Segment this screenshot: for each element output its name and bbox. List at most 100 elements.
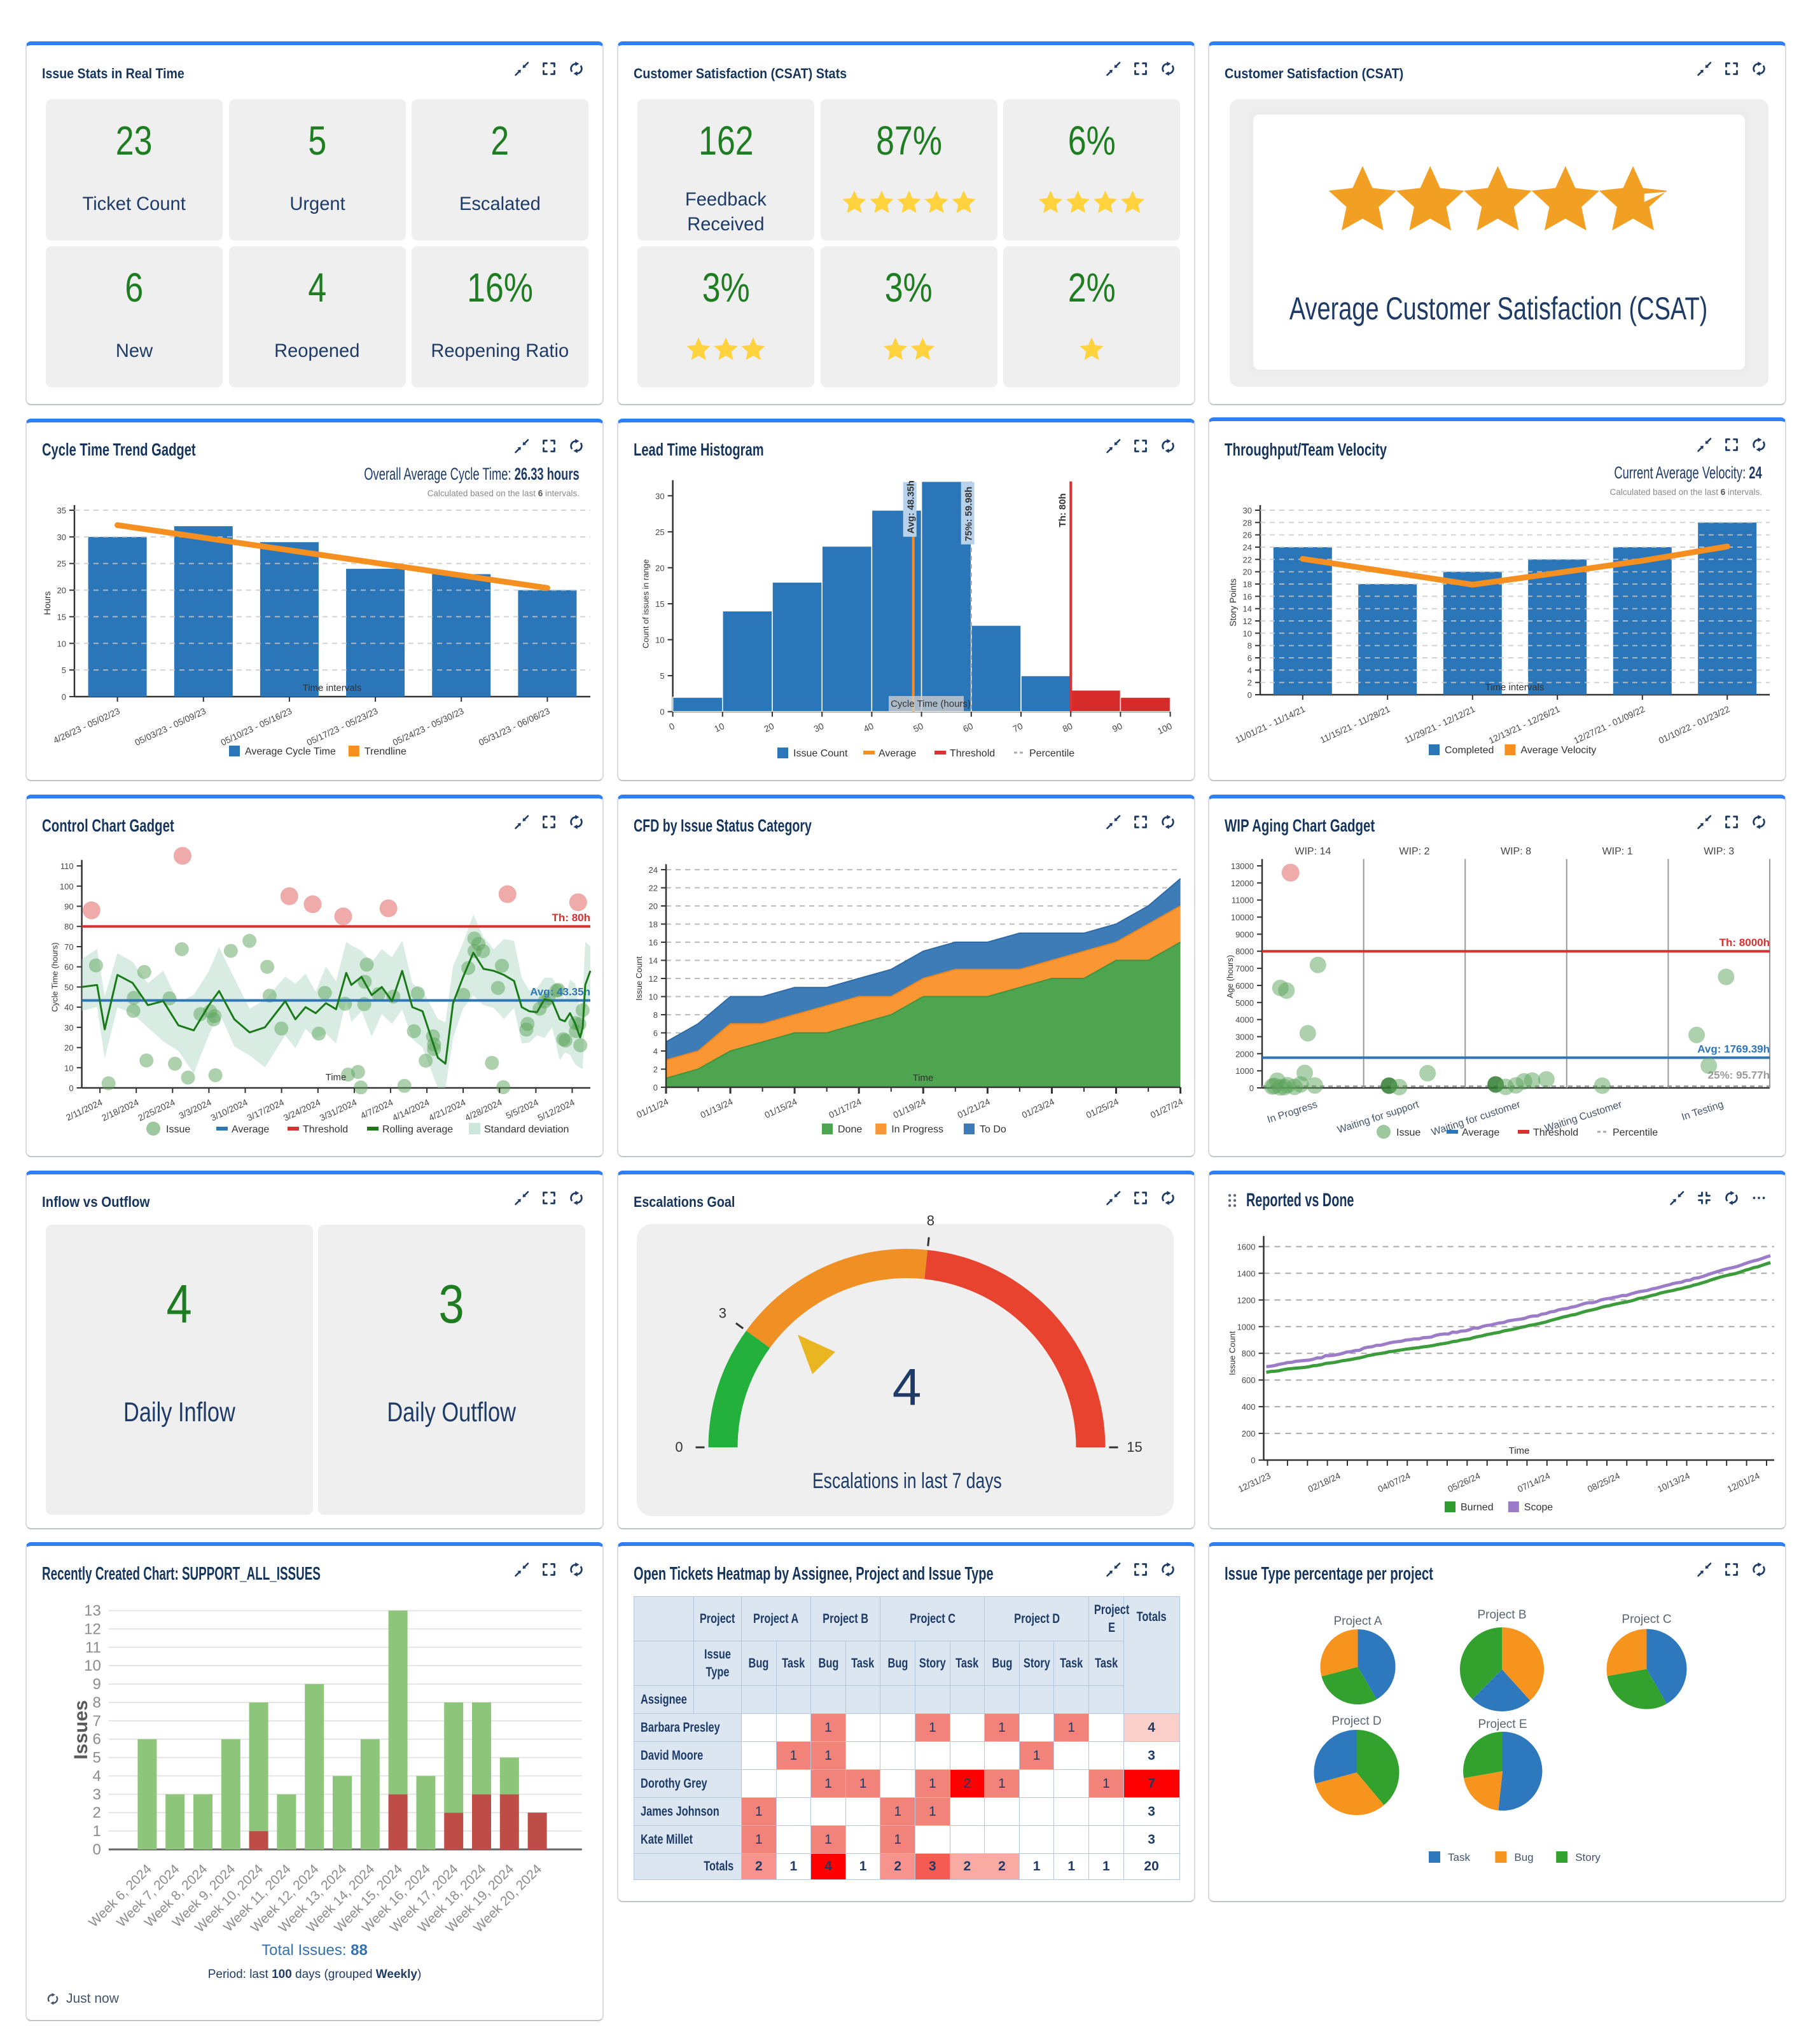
svg-text:Cycle Time (hours): Cycle Time (hours) (891, 699, 971, 709)
svg-text:Done: Done (838, 1124, 862, 1135)
svg-text:Trendline: Trendline (365, 746, 406, 757)
svg-text:In Progress: In Progress (1266, 1099, 1319, 1125)
svg-text:11000: 11000 (1232, 896, 1254, 905)
svg-text:11/29/21 - 12/12/21: 11/29/21 - 12/12/21 (1403, 704, 1476, 745)
svg-text:12/31/23: 12/31/23 (1237, 1470, 1272, 1494)
svg-text:9000: 9000 (1235, 929, 1254, 939)
svg-text:1000: 1000 (1235, 1066, 1254, 1076)
svg-text:6: 6 (653, 1029, 658, 1038)
svg-text:01/17/24: 01/17/24 (827, 1096, 863, 1120)
svg-text:30: 30 (655, 491, 664, 501)
svg-text:24: 24 (649, 865, 658, 875)
svg-text:13: 13 (84, 1603, 101, 1620)
svg-text:0: 0 (92, 1841, 101, 1858)
svg-text:05/10/23 - 05/16/23: 05/10/23 - 05/16/23 (219, 706, 293, 748)
svg-text:9: 9 (92, 1676, 101, 1693)
svg-text:40: 40 (64, 1003, 73, 1012)
svg-text:10: 10 (1243, 629, 1252, 638)
svg-text:4: 4 (92, 1768, 101, 1785)
svg-text:5/5/2024: 5/5/2024 (504, 1097, 540, 1121)
svg-text:WIP: 14: WIP: 14 (1295, 846, 1331, 857)
svg-text:2/25/2024: 2/25/2024 (136, 1097, 176, 1123)
svg-text:Issue Count: Issue Count (793, 748, 848, 759)
svg-text:3/3/2024: 3/3/2024 (177, 1097, 213, 1121)
svg-text:01/23/24: 01/23/24 (1020, 1096, 1056, 1120)
svg-text:15: 15 (655, 599, 664, 609)
svg-text:18: 18 (1243, 580, 1252, 589)
svg-text:Project A: Project A (1333, 1615, 1382, 1628)
svg-text:Task: Task (1448, 1851, 1470, 1863)
svg-text:05/26/24: 05/26/24 (1446, 1470, 1482, 1494)
svg-text:11: 11 (85, 1639, 101, 1656)
svg-text:10000: 10000 (1231, 913, 1254, 922)
svg-text:05/03/23 - 05/09/23: 05/03/23 - 05/09/23 (133, 706, 207, 748)
svg-text:3/17/2024: 3/17/2024 (246, 1097, 286, 1123)
svg-text:7: 7 (92, 1713, 101, 1730)
svg-text:10: 10 (655, 636, 664, 645)
svg-text:50: 50 (912, 721, 925, 734)
svg-text:0: 0 (653, 1083, 658, 1092)
svg-text:Issue Count: Issue Count (1228, 1331, 1237, 1375)
svg-text:05/17/23 - 05/23/23: 05/17/23 - 05/23/23 (305, 706, 380, 748)
svg-text:Average Velocity: Average Velocity (1520, 745, 1596, 756)
svg-text:11/01/21 - 11/14/21: 11/01/21 - 11/14/21 (1233, 704, 1307, 745)
svg-text:5: 5 (660, 671, 664, 681)
svg-text:Scope: Scope (1524, 1502, 1553, 1513)
svg-text:Burned: Burned (1461, 1502, 1494, 1513)
svg-text:800: 800 (1242, 1349, 1256, 1358)
svg-text:10: 10 (84, 1657, 101, 1674)
svg-text:5: 5 (92, 1750, 101, 1767)
svg-text:Threshold: Threshold (303, 1124, 348, 1135)
svg-text:Issues: Issues (71, 1700, 92, 1759)
svg-text:25: 25 (57, 559, 66, 569)
svg-text:Time: Time (326, 1072, 347, 1083)
svg-text:3: 3 (92, 1786, 101, 1803)
svg-text:8: 8 (1247, 641, 1252, 651)
svg-text:0: 0 (1251, 1456, 1255, 1465)
svg-text:Issue: Issue (166, 1124, 190, 1135)
svg-text:Project C: Project C (1622, 1613, 1671, 1626)
svg-text:30: 30 (812, 721, 826, 734)
svg-text:12: 12 (84, 1620, 101, 1638)
svg-text:20: 20 (655, 563, 664, 573)
svg-text:11/15/21 - 11/28/21: 11/15/21 - 11/28/21 (1319, 704, 1392, 745)
svg-text:90: 90 (1111, 721, 1124, 734)
svg-text:10: 10 (64, 1063, 73, 1073)
svg-text:4/21/2024: 4/21/2024 (427, 1097, 467, 1123)
svg-text:25: 25 (655, 527, 664, 537)
svg-text:0: 0 (1247, 690, 1252, 700)
svg-text:0: 0 (1249, 1083, 1254, 1093)
svg-text:100: 100 (60, 882, 74, 891)
svg-text:15: 15 (57, 612, 66, 622)
svg-text:80: 80 (1061, 721, 1074, 734)
svg-text:08/25/24: 08/25/24 (1586, 1470, 1622, 1494)
svg-text:01/15/24: 01/15/24 (763, 1096, 798, 1120)
svg-text:3/10/2024: 3/10/2024 (209, 1097, 249, 1123)
svg-text:4/7/2024: 4/7/2024 (359, 1097, 394, 1121)
svg-text:22: 22 (1243, 555, 1252, 564)
svg-text:12000: 12000 (1231, 879, 1254, 888)
svg-text:22: 22 (649, 884, 658, 893)
svg-text:15: 15 (1127, 1439, 1142, 1455)
svg-text:1: 1 (92, 1823, 101, 1840)
svg-text:4000: 4000 (1235, 1015, 1254, 1025)
svg-text:12: 12 (1243, 616, 1252, 626)
svg-text:4/28/2024: 4/28/2024 (463, 1097, 503, 1123)
svg-text:100: 100 (1156, 721, 1174, 736)
svg-text:1600: 1600 (1237, 1242, 1256, 1252)
svg-text:4: 4 (1247, 665, 1252, 675)
svg-text:50: 50 (64, 982, 73, 992)
svg-text:Th: 80h: Th: 80h (552, 912, 590, 924)
svg-text:4/26/23 - 05/02/23: 4/26/23 - 05/02/23 (52, 706, 122, 746)
svg-text:WIP: 1: WIP: 1 (1602, 846, 1633, 857)
svg-text:Project D: Project D (1331, 1715, 1381, 1728)
svg-text:Avg: 48.35h: Avg: 48.35h (906, 480, 917, 534)
svg-text:01/27/24: 01/27/24 (1149, 1096, 1184, 1120)
svg-text:07/14/24: 07/14/24 (1516, 1470, 1552, 1494)
svg-text:20: 20 (649, 901, 658, 911)
svg-text:WIP: 3: WIP: 3 (1704, 846, 1734, 857)
svg-text:20: 20 (64, 1043, 73, 1053)
svg-text:Bug: Bug (1514, 1851, 1533, 1863)
svg-text:8000: 8000 (1235, 947, 1254, 956)
svg-text:1400: 1400 (1237, 1269, 1256, 1278)
